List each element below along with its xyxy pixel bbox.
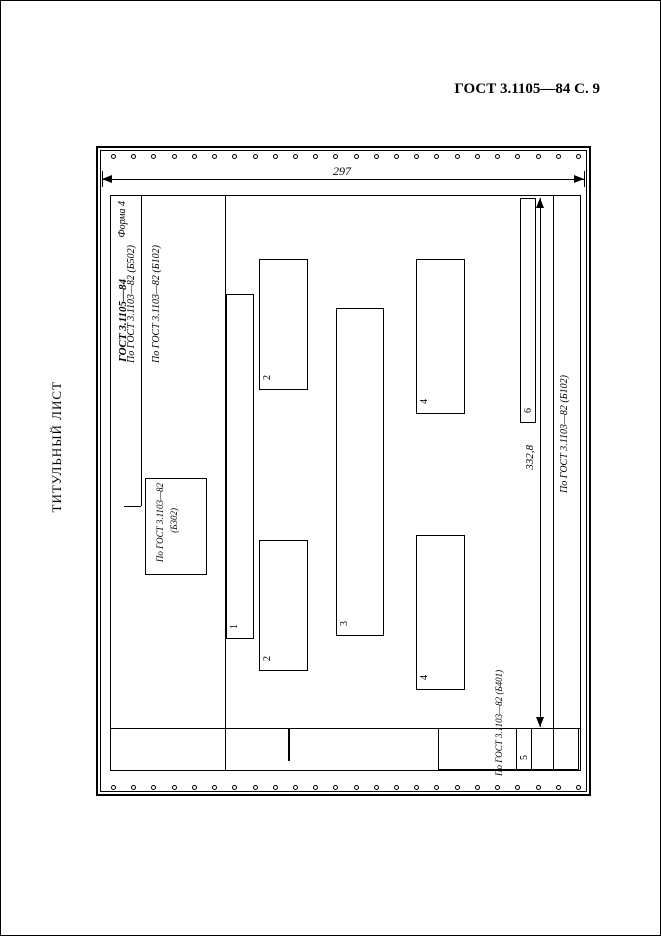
field-3: [336, 308, 384, 636]
field-2: [259, 259, 308, 390]
binder-hole: [576, 154, 581, 159]
binder-hole: [394, 154, 399, 159]
arrow-icon: [574, 175, 584, 183]
binder-hole: [192, 154, 197, 159]
binder-hole: [192, 785, 197, 790]
page-header: ГОСТ 3.1105—84 С. 9: [454, 81, 600, 98]
binder-hole: [253, 785, 258, 790]
binder-hole: [293, 785, 298, 790]
binder-hole: [111, 785, 116, 790]
field-1: [226, 294, 254, 639]
field-2: [259, 540, 308, 671]
form-label: Форма 4: [117, 201, 128, 237]
field-3-number: 3: [339, 621, 350, 626]
field-2-number: 2: [262, 375, 273, 380]
binder-hole: [172, 785, 177, 790]
arrow-icon: [536, 198, 544, 208]
binder-hole: [111, 154, 116, 159]
box-b302-label2: (Б302): [169, 508, 179, 533]
binder-hole: [273, 154, 278, 159]
bottom-band: [438, 728, 579, 770]
right-strip-label: По ГОСТ 3.1103—82 (Б102): [559, 375, 570, 493]
box-b302-label1: По ГОСТ 3.1103—82: [155, 483, 165, 562]
binder-hole: [172, 154, 177, 159]
col-b102-label: По ГОСТ 3.1103—82 (Б102): [151, 245, 162, 363]
dim-line-width: [102, 179, 584, 180]
arrow-icon: [536, 717, 544, 727]
binder-hole: [536, 785, 541, 790]
field-4: [416, 259, 465, 414]
binder-hole: [374, 154, 379, 159]
field-6: [520, 198, 536, 423]
field-4-number: 4: [419, 399, 430, 404]
binder-hole: [536, 154, 541, 159]
field-1-number: 1: [229, 624, 240, 629]
field-6-number: 6: [523, 408, 534, 413]
bottom-tick: [288, 729, 290, 761]
col-b502-label: По ГОСТ 3.1103—82 (Б502): [126, 245, 137, 363]
dim-width-label: 297: [331, 164, 353, 179]
binder-hole: [374, 785, 379, 790]
binder-hole: [576, 785, 581, 790]
binder-hole: [556, 154, 561, 159]
binder-hole: [556, 785, 561, 790]
dim-line-height: [540, 198, 541, 727]
field-2-number: 2: [262, 656, 273, 661]
binder-hole: [475, 154, 480, 159]
binder-hole: [455, 154, 460, 159]
field-4: [416, 535, 465, 690]
field-4-number: 4: [419, 675, 430, 680]
binder-hole: [293, 154, 298, 159]
binder-hole: [273, 785, 278, 790]
dim-height-label: 332,8: [524, 443, 536, 472]
binder-hole: [455, 785, 460, 790]
binder-hole: [253, 154, 258, 159]
bottom-band-label: По ГОСТ 3.1103—82 (Б401): [494, 670, 504, 776]
sidebar-title: ТИТУЛЬНЫЙ ЛИСТ: [49, 381, 65, 512]
binder-hole: [394, 785, 399, 790]
binder-hole: [354, 785, 359, 790]
binder-hole: [354, 154, 359, 159]
arrow-icon: [102, 175, 112, 183]
binder-hole: [475, 785, 480, 790]
